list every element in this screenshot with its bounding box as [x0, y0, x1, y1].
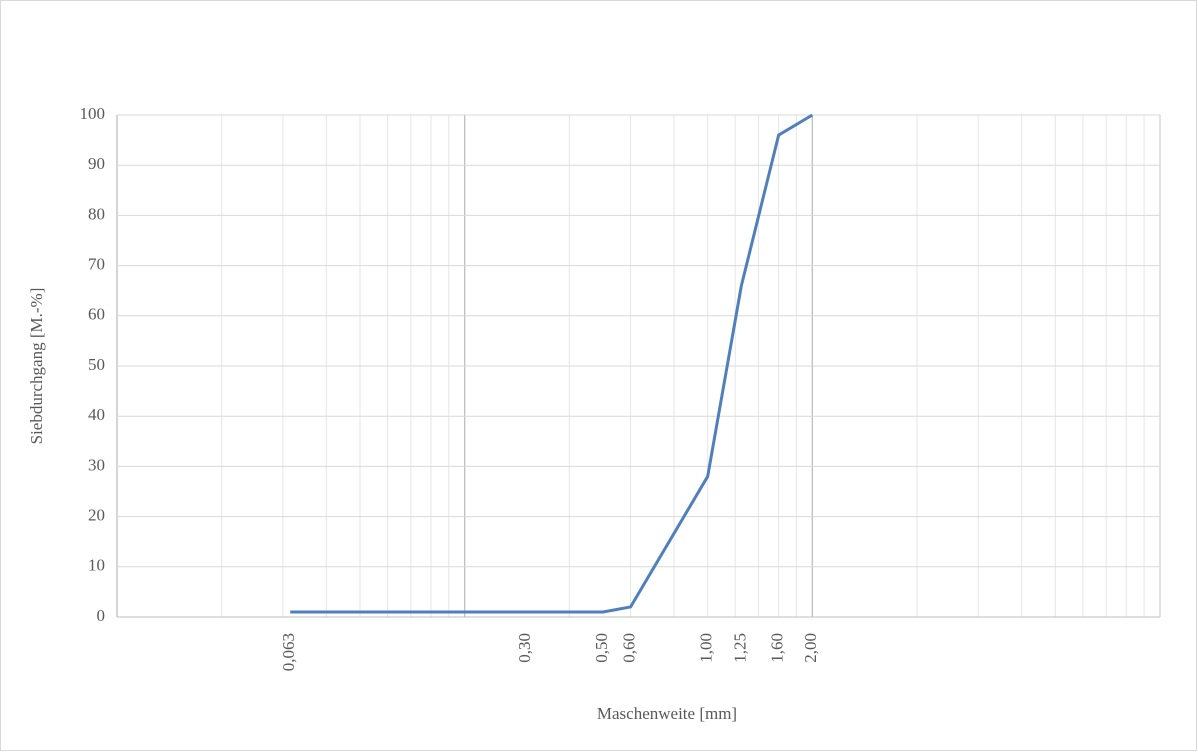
y-tick-label: 80 — [88, 204, 105, 223]
x-tick-label: 1,00 — [697, 633, 716, 663]
x-tick-label: 0,50 — [592, 633, 611, 663]
y-tick-label: 100 — [80, 104, 106, 123]
y-tick-label: 50 — [88, 355, 105, 374]
data-line — [290, 113, 814, 614]
y-axis-label: Siebdurchgang [M.-%] — [27, 288, 46, 445]
x-tick-label: 0,30 — [515, 633, 534, 663]
y-tick-label: 70 — [88, 255, 105, 274]
y-tick-label: 0 — [97, 606, 106, 625]
x-tick-label: 0,60 — [619, 633, 638, 663]
x-tick-label: 1,25 — [730, 633, 749, 663]
x-tick-label: 1,60 — [768, 633, 787, 663]
y-tick-label: 40 — [88, 405, 105, 424]
y-tick-label: 30 — [88, 455, 105, 474]
y-tick-label: 10 — [88, 556, 105, 575]
x-axis-label: Maschenweite [mm] — [597, 704, 737, 723]
y-tick-label: 90 — [88, 154, 105, 173]
y-tick-label: 60 — [88, 305, 105, 324]
x-tick-label: 0,063 — [279, 633, 298, 671]
x-tick-label: 2,00 — [801, 633, 820, 663]
y-tick-label: 20 — [88, 506, 105, 525]
